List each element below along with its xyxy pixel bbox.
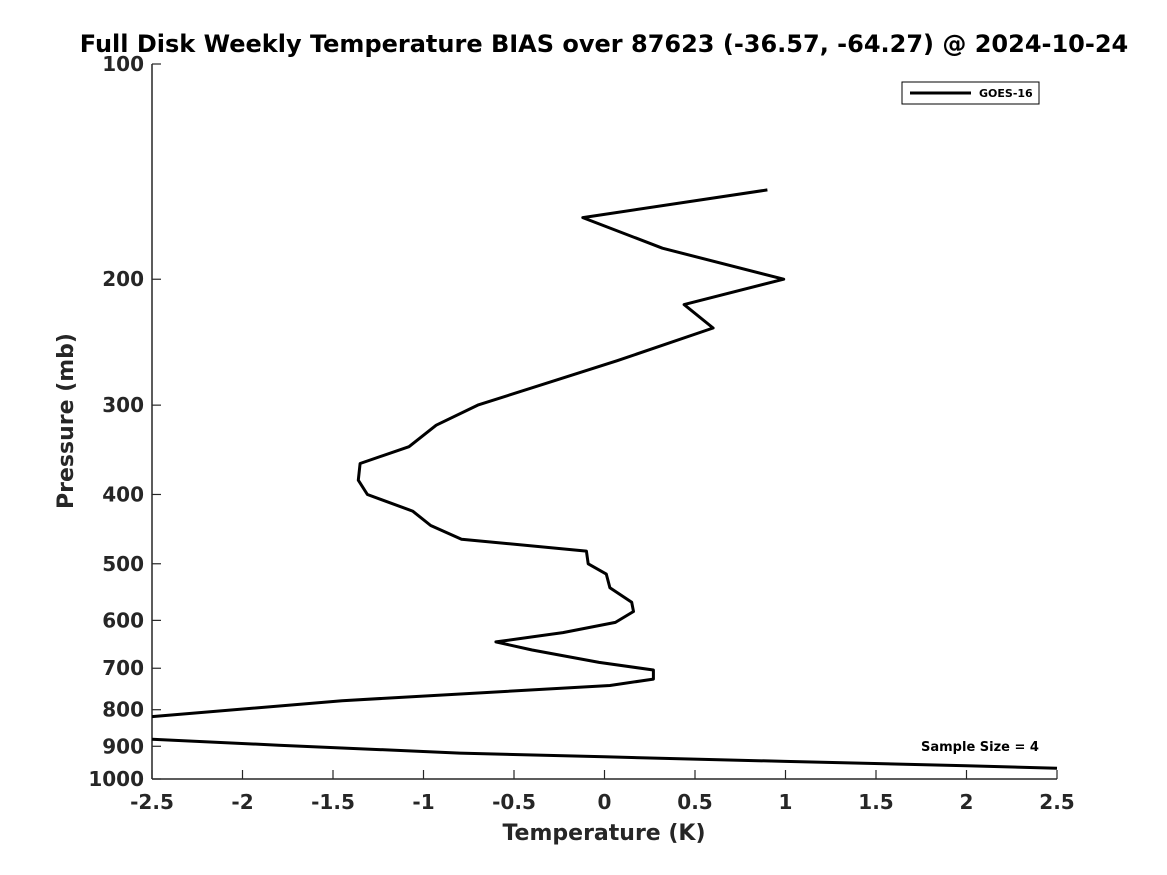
x-tick-label: 1.5 — [858, 790, 893, 814]
y-tick-label: 1000 — [88, 767, 144, 791]
x-tick-label: 0.5 — [677, 790, 712, 814]
y-tick-label: 600 — [102, 608, 144, 632]
plot-area: -2.5 -2 -1.5 -1 -0.5 0 0.5 1 1.5 2 2.5 100 200 300 40… — [88, 52, 1074, 814]
x-tick-label: 1 — [779, 790, 793, 814]
x-tick-label: -2 — [231, 790, 253, 814]
series-line-1 — [151, 737, 1058, 770]
legend: GOES-16 — [901, 81, 1040, 105]
y-tick-label: 800 — [102, 698, 144, 722]
x-ticks: -2.5 -2 -1.5 -1 -0.5 0 0.5 1 1.5 2 2.5 — [130, 770, 1075, 814]
chart-title: Full Disk Weekly Temperature BIAS over 8… — [80, 30, 1128, 58]
y-tick-label: 400 — [102, 482, 144, 506]
x-tick-label: -0.5 — [492, 790, 536, 814]
sample-size-annotation: Sample Size = 4 — [921, 740, 1039, 755]
y-tick-label: 300 — [102, 393, 144, 417]
legend-label: GOES-16 — [979, 87, 1033, 100]
y-ticks: 100 200 300 400 500 600 700 800 900 1000 — [88, 52, 161, 791]
x-tick-label: -2.5 — [130, 790, 174, 814]
series-lines — [151, 188, 1058, 770]
y-axis-label: Pressure (mb) — [54, 333, 79, 509]
x-tick-label: 2 — [960, 790, 974, 814]
y-tick-label: 200 — [102, 267, 144, 291]
x-axis-label: Temperature (K) — [502, 821, 705, 846]
y-tick-label: 900 — [102, 734, 144, 758]
series-line-0 — [151, 188, 786, 719]
x-tick-label: -1.5 — [311, 790, 355, 814]
x-tick-label: -1 — [412, 790, 434, 814]
y-tick-label: 100 — [102, 52, 144, 76]
x-tick-label: 0 — [598, 790, 612, 814]
y-tick-label: 500 — [102, 552, 144, 576]
x-tick-label: 2.5 — [1039, 790, 1074, 814]
y-tick-label: 700 — [102, 656, 144, 680]
